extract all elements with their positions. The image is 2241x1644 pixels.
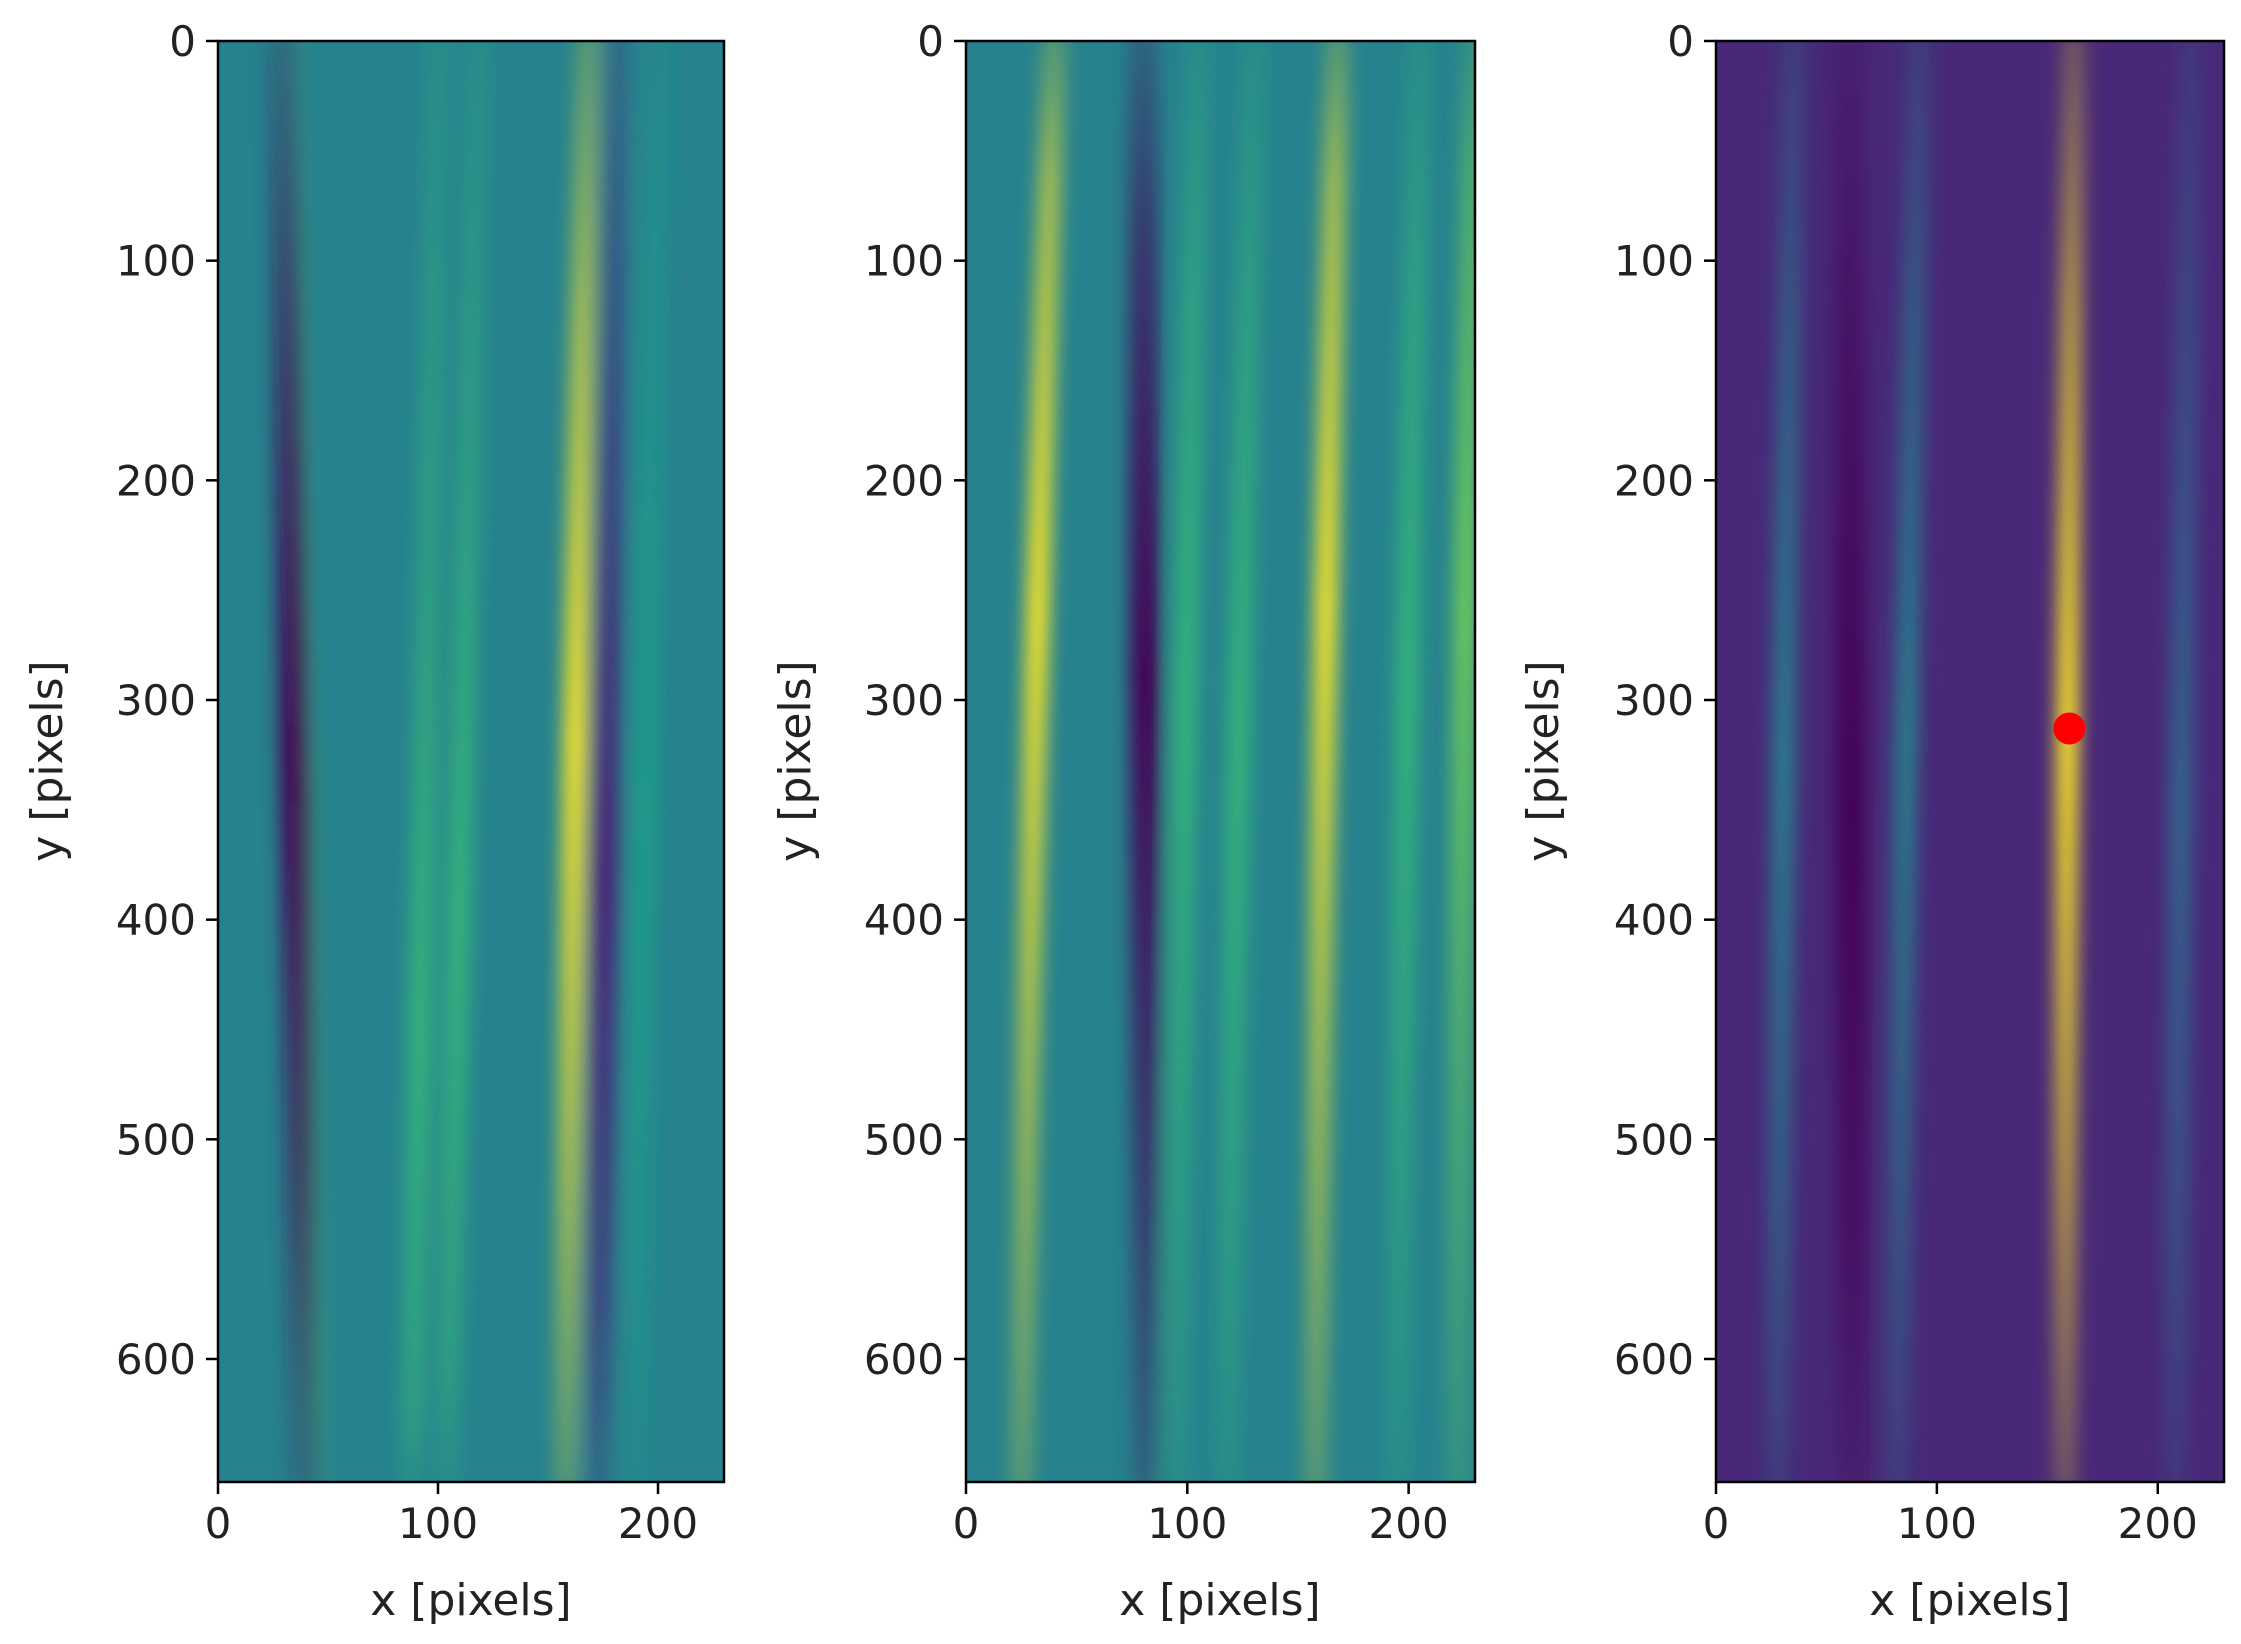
panel-3-ridge [1886,41,1931,1482]
panel-2-ridge [1165,41,1210,1482]
panel-1-x-axis-label: x [pixels] [370,1575,571,1626]
panel-3-y-ticks: 0 100 200 300 400 500 600 [1614,17,1716,1384]
panel-3-ridge [2053,41,2085,1482]
panel-3-y-tick-label: 200 [1614,456,1694,505]
panel-2-heatmap [966,41,1475,1482]
panel-3-y-tick-label: 100 [1614,237,1694,286]
panel-3-y-tick-label: 500 [1614,1115,1694,1164]
panel-2-y-ticks: 0 100 200 300 400 500 600 [864,17,966,1384]
panel-1-ridge [581,41,629,1482]
panel-2-y-tick-label: 100 [864,237,944,286]
panel-2-ridge [1386,41,1431,1482]
panel-3-y-tick-label: 400 [1614,896,1694,945]
panel-3-background [1716,41,2224,1482]
panel-2-ridge [1128,41,1163,1482]
panel-1-y-tick-label: 500 [116,1115,196,1164]
panel-1-frame [216,39,726,1484]
panel-3-x-tick-label: 100 [1897,1499,1977,1548]
panel-1-ridge [625,41,669,1482]
panel-2-x-ticks: 0 100 200 [953,1482,1449,1548]
panel-1-x-tick-label: 0 [205,1499,232,1548]
panel-2-y-tick-label: 300 [864,676,944,725]
panel-1-x-tick-label: 200 [618,1499,698,1548]
panel-3-x-tick-label: 200 [2118,1499,2198,1548]
panel-2: 0 100 200 0 100 200 300 400 500 600 x [pixels] y… [770,17,1477,1626]
panel-1-ridge [435,41,489,1482]
panel-3-ridge [2164,41,2202,1482]
panel-3-y-axis-label: y [pixels] [1518,660,1569,861]
panel-2-ridge [1304,41,1349,1482]
panel-3-x-axis-label: x [pixels] [1869,1575,2070,1626]
panel-1-ridge [400,41,449,1482]
panel-3-x-tick-label: 0 [1703,1499,1730,1548]
panel-3-heatmap [1716,41,2224,1482]
panel-3-ridge [1766,41,1805,1482]
panel-1-ridge [269,41,321,1482]
panel-2-x-tick-label: 0 [953,1499,980,1548]
panel-3-peak-marker [2053,712,2086,745]
panel-3: 0 100 200 0 100 200 300 400 500 600 x [pixels] y… [1518,17,2226,1626]
panel-1-y-ticks: 0 100 200 300 400 500 600 [116,17,218,1384]
panel-1-y-tick-label: 400 [116,896,196,945]
panel-2-y-tick-label: 0 [917,17,944,66]
panel-3-ridge [1833,41,1868,1482]
panel-1-y-axis-label: y [pixels] [22,660,73,861]
panel-2-y-tick-label: 500 [864,1115,944,1164]
panel-3-frame [1714,39,2226,1484]
panel-2-y-axis-label: y [pixels] [770,660,821,861]
panel-3-y-tick-label: 600 [1614,1335,1694,1384]
panel-1-x-tick-label: 100 [398,1499,478,1548]
panel-1-y-tick-label: 200 [116,456,196,505]
panel-2-frame [964,39,1477,1484]
panel-1-y-tick-label: 600 [116,1335,196,1384]
panel-1-y-tick-label: 300 [116,676,196,725]
panel-2-ridge [1216,41,1265,1482]
panel-1-y-tick-label: 100 [116,237,196,286]
panel-2-y-tick-label: 400 [864,896,944,945]
panel-2-ridge [1010,41,1066,1482]
panel-1-ridge [554,41,599,1482]
panel-2-ridge [1446,41,1475,1482]
panel-1-heatmap [218,41,724,1482]
panel-1-y-tick-label: 0 [169,17,196,66]
panel-2-y-tick-label: 600 [864,1335,944,1384]
panel-2-x-axis-label: x [pixels] [1119,1575,1320,1626]
panel-2-x-tick-label: 100 [1147,1499,1227,1548]
panel-2-y-tick-label: 200 [864,456,944,505]
panel-3-y-tick-label: 0 [1667,17,1694,66]
panel-3-y-tick-label: 300 [1614,676,1694,725]
panel-1: 0 100 200 0 100 200 300 400 500 600 x [pixels] y… [22,17,726,1626]
panel-1-x-ticks: 0 100 200 [205,1482,698,1548]
panel-3-x-ticks: 0 100 200 [1703,1482,2198,1548]
panel-2-x-tick-label: 200 [1369,1499,1449,1548]
